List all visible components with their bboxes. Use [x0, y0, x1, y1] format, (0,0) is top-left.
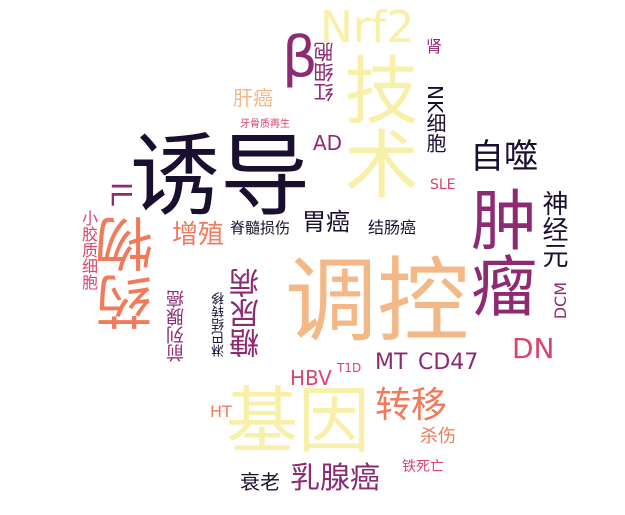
word-dental-pulp: 牙骨质再生: [240, 119, 290, 130]
word-neuron: 神经元: [538, 190, 568, 268]
word-spinal: 脊髓损伤: [230, 219, 291, 237]
word-beta: β: [282, 25, 318, 90]
word-nrf2: Nrf2: [320, 2, 415, 53]
word-gene: 基因: [226, 379, 371, 463]
word-breast: 乳腺癌: [290, 461, 380, 496]
word-prostate: 前列腺癌: [166, 290, 187, 362]
word-gastric: 胃癌: [302, 208, 350, 236]
word-sle: SLE: [430, 177, 456, 193]
word-cd47: CD47: [418, 350, 479, 375]
word-ht: HT: [210, 402, 232, 421]
word-drug: 药物: [95, 215, 163, 331]
word-aging: 衰老: [240, 470, 280, 494]
word-tumor: 肿瘤: [460, 186, 537, 318]
word-proliferation: 增殖: [172, 220, 225, 250]
word-induction: 诱导: [130, 124, 310, 229]
word-t1d: T1D: [337, 361, 362, 375]
word-lymph: 淋巴结转移: [212, 292, 227, 357]
word-dcm: DCM: [551, 282, 570, 320]
word-mt: MT: [375, 350, 408, 375]
word-ad: AD: [313, 131, 343, 155]
word-kidney: 肾: [423, 38, 442, 54]
word-regulation: 调控: [285, 248, 470, 355]
word-il: IL: [105, 182, 138, 206]
word-hbv: HBV: [290, 366, 332, 390]
word-liver-cancer: 肝癌: [233, 86, 273, 110]
word-autophagy: 自噬: [470, 137, 538, 177]
word-ferroptosis: 铁死亡: [402, 459, 444, 475]
word-colorectal: 结肠癌: [368, 218, 417, 237]
word-dn: DN: [512, 332, 555, 365]
word-microglia: 小胶质细胞: [79, 210, 98, 290]
word-diabetes: 糖尿病: [230, 268, 265, 358]
word-metastasis: 转移: [375, 385, 448, 426]
word-technology: 技术: [332, 52, 418, 200]
word-nk: NK细胞: [423, 85, 447, 154]
word-killing: 杀伤: [420, 426, 456, 447]
